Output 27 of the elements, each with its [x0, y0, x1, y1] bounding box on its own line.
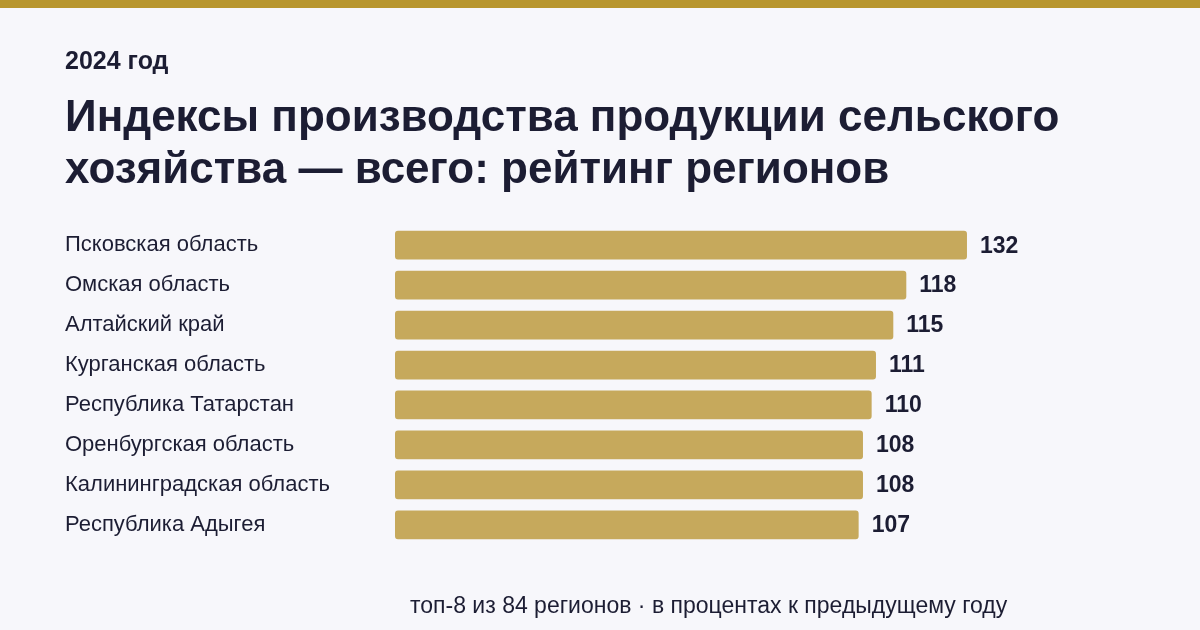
- chart-title: Индексы производства продукции сельского хозяйства — всего: рейтинг регионов: [65, 90, 1061, 194]
- bar: [395, 350, 876, 380]
- bar: [395, 390, 872, 420]
- data-label: 107: [871, 511, 911, 538]
- text: 2024 год: [65, 46, 169, 75]
- bar: [395, 230, 967, 260]
- y-tick-label: Курганская область: [65, 351, 266, 377]
- y-tick-label: Республика Адыгея: [65, 510, 266, 536]
- bar: [395, 510, 859, 540]
- y-tick-label: Калининградская область: [65, 470, 330, 496]
- y-tick-label: Республика Татарстан: [65, 391, 295, 417]
- data-label: 108: [875, 431, 915, 458]
- y-tick-label: Омская область: [65, 271, 231, 297]
- text: топ-8 из 84 регионов · в процентах к предыдущему году: [410, 592, 1008, 619]
- data-label: 132: [979, 231, 1019, 258]
- bar: [395, 430, 863, 460]
- bar: [395, 310, 894, 340]
- data-label: 111: [888, 351, 926, 378]
- data-label: 110: [884, 391, 922, 418]
- y-tick-label: Оренбургская область: [65, 430, 295, 456]
- y-tick-label: Псковская область: [65, 231, 259, 257]
- bar: [395, 270, 907, 300]
- data-label: 118: [919, 271, 957, 298]
- bar: [395, 470, 863, 500]
- y-tick-label: Алтайский край: [65, 311, 225, 337]
- data-label: 108: [875, 471, 915, 498]
- data-label: 115: [906, 311, 944, 338]
